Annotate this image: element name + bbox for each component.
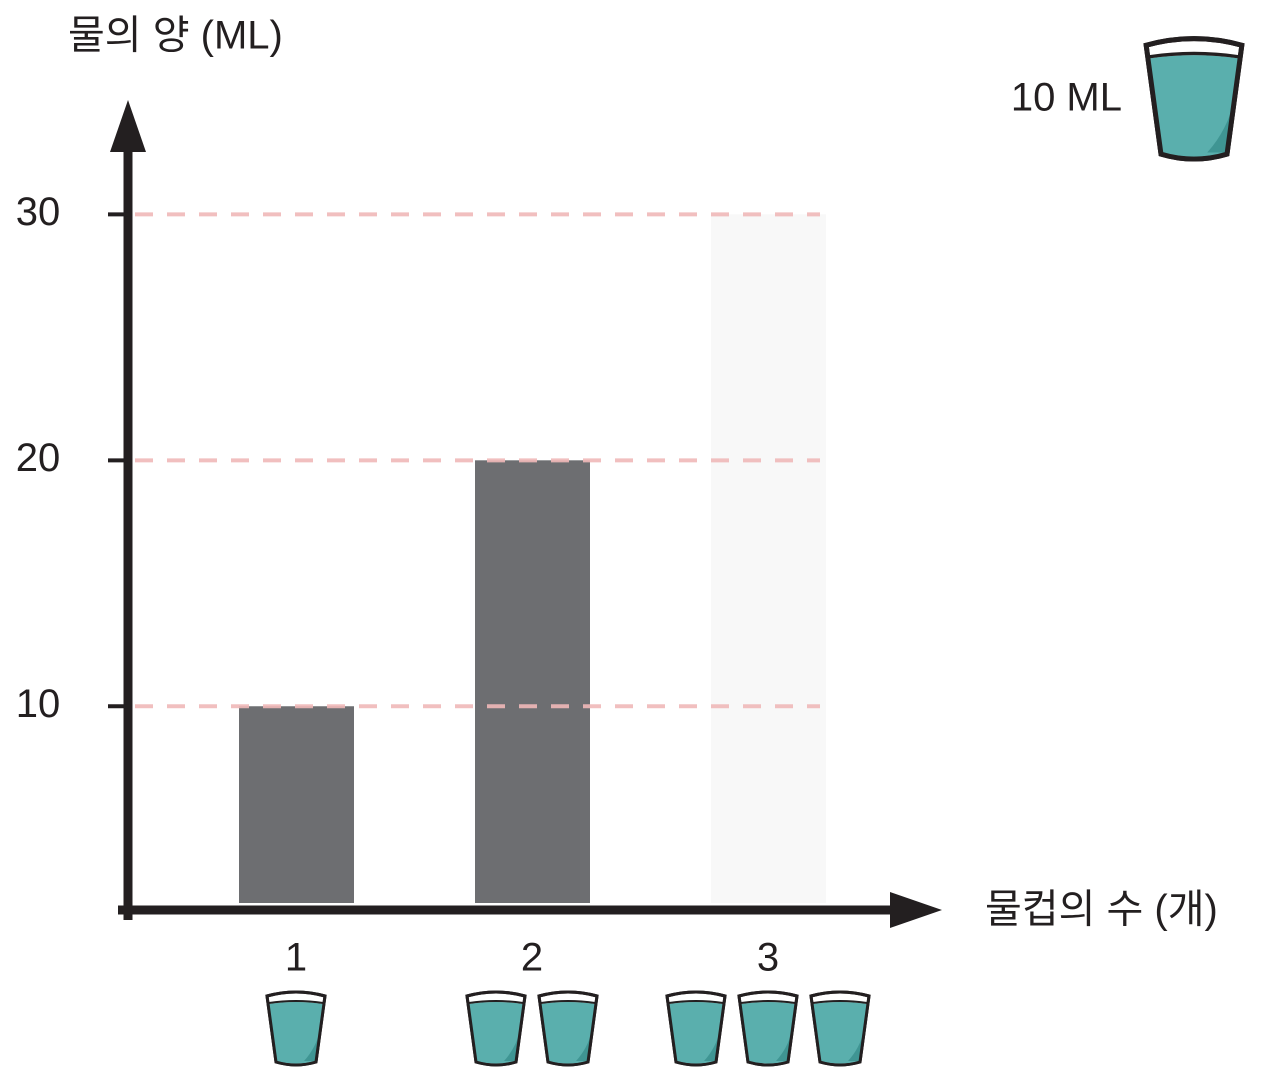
bar bbox=[475, 460, 590, 903]
legend-cup bbox=[1146, 39, 1242, 159]
plot-area bbox=[239, 214, 826, 903]
x-tick-label: 2 bbox=[521, 936, 543, 980]
cup-icon bbox=[265, 990, 327, 1067]
y-axis-title: 물의 양 (ML) bbox=[68, 14, 283, 58]
bar bbox=[711, 214, 826, 903]
x-axis-arrow bbox=[890, 892, 942, 928]
bar bbox=[239, 706, 354, 903]
x-axis-title: 물컵의 수 (개) bbox=[985, 888, 1218, 932]
y-tick-label: 30 bbox=[16, 190, 61, 234]
x-tick-label: 3 bbox=[757, 936, 779, 980]
cup-icon bbox=[737, 990, 799, 1067]
y-tick-label: 20 bbox=[16, 436, 61, 480]
y-axis-arrow bbox=[110, 100, 146, 152]
cup-icon bbox=[809, 990, 871, 1067]
cup-icon bbox=[465, 990, 527, 1067]
x-tick-label: 1 bbox=[285, 936, 307, 980]
cup-icon bbox=[665, 990, 727, 1067]
cup-icon bbox=[537, 990, 599, 1067]
legend-label: 10 ML bbox=[1011, 76, 1122, 120]
y-tick-label: 10 bbox=[16, 682, 61, 726]
